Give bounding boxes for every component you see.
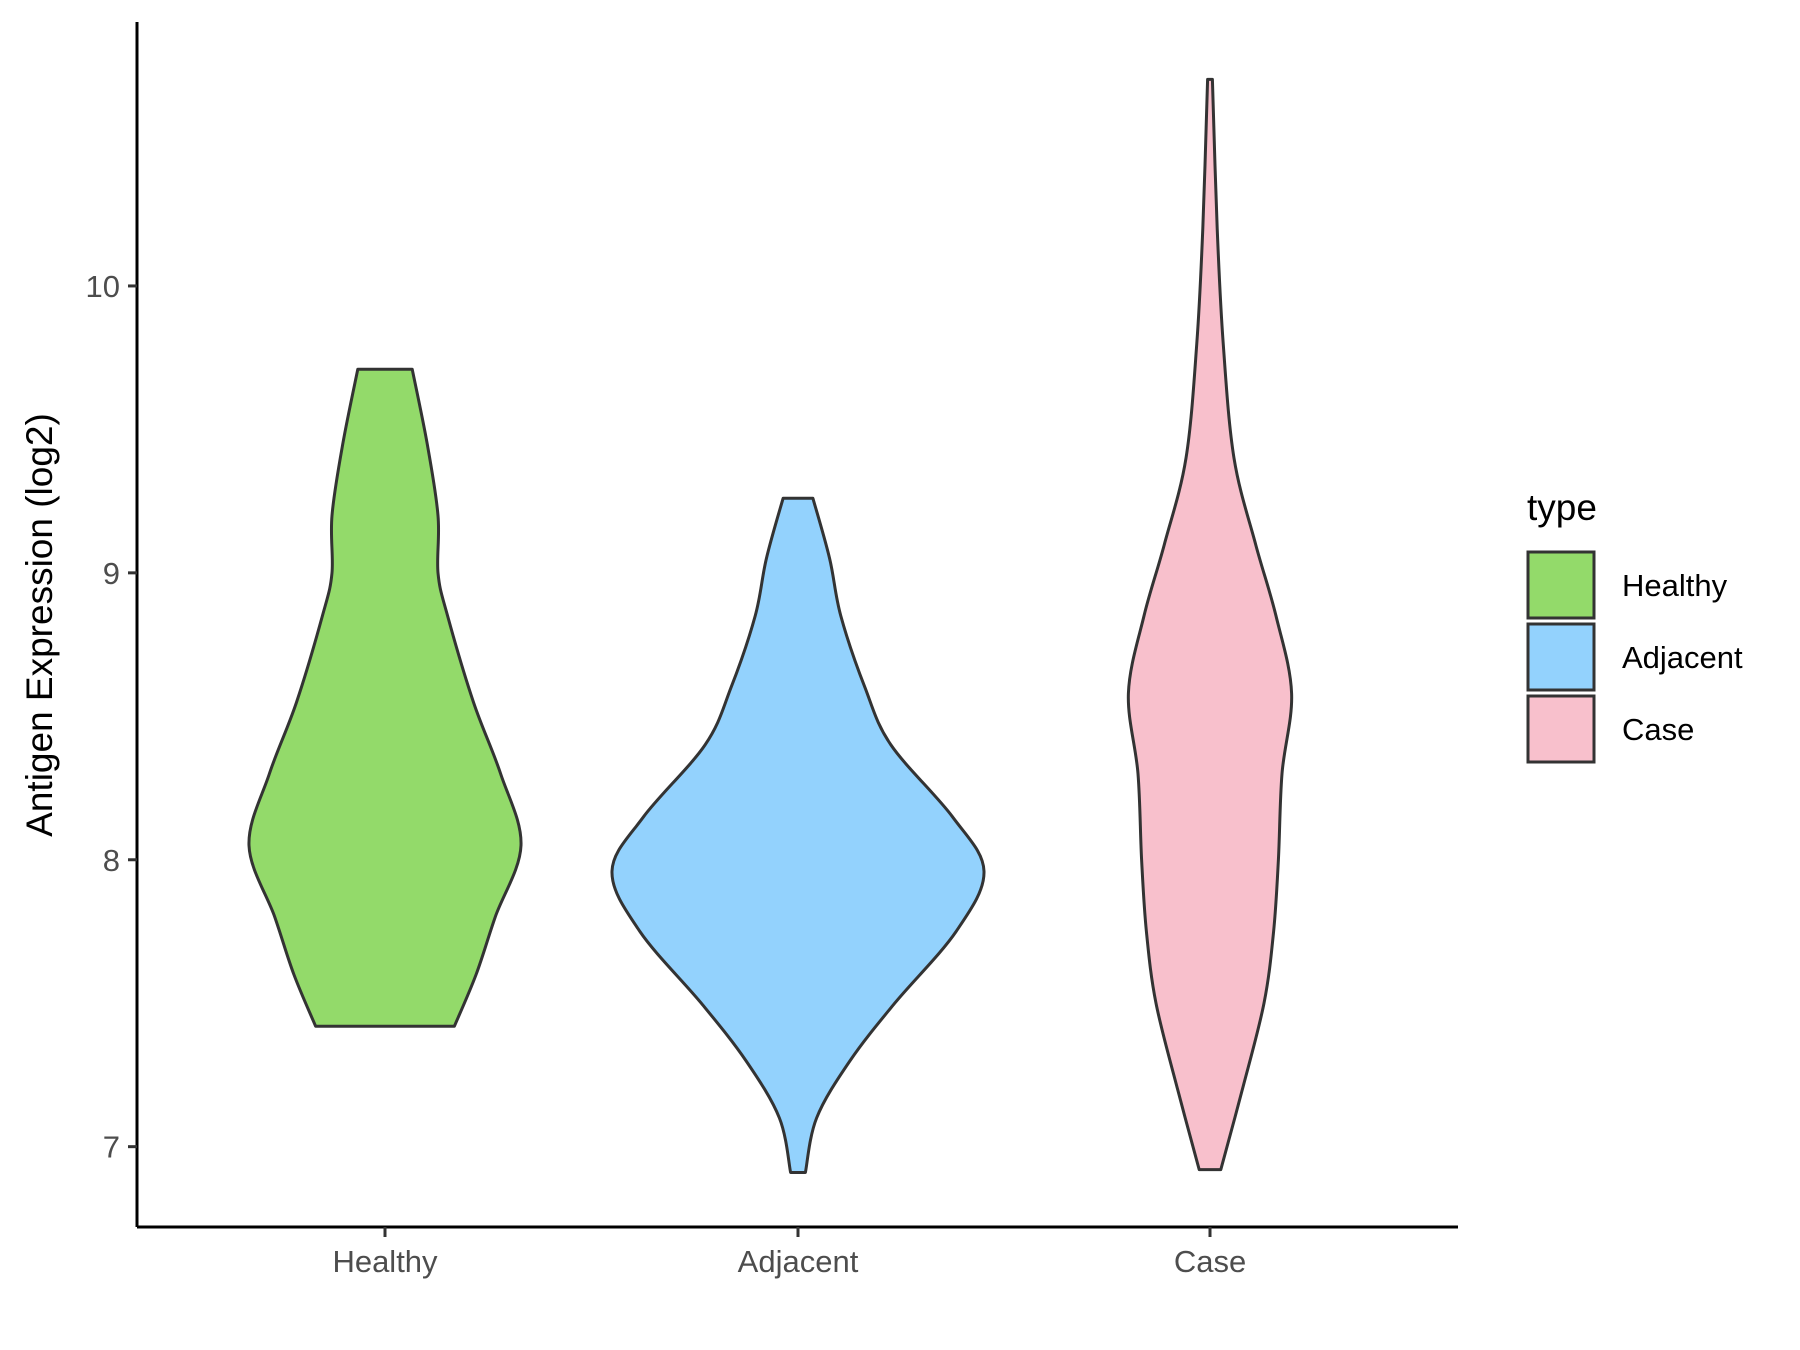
legend-key-case xyxy=(1526,694,1596,764)
x-tick-label: Case xyxy=(1174,1244,1246,1279)
violin-adjacent xyxy=(610,496,986,1174)
legend: type Healthy Adjacent Case xyxy=(1526,487,1743,764)
legend-title: type xyxy=(1527,487,1597,528)
y-tick-label: 9 xyxy=(103,556,120,591)
legend-label-adjacent: Adjacent xyxy=(1622,640,1743,675)
violin-healthy xyxy=(247,367,523,1028)
x-ticks: Healthy Adjacent Case xyxy=(332,1227,1246,1279)
x-tick-label: Adjacent xyxy=(738,1244,859,1279)
legend-label-case: Case xyxy=(1622,712,1694,747)
y-tick-label: 8 xyxy=(103,843,120,878)
legend-key-adjacent xyxy=(1526,622,1596,692)
violins xyxy=(247,77,1294,1174)
violin-case xyxy=(1126,77,1294,1172)
y-tick-label: 10 xyxy=(86,269,120,304)
legend-key-healthy xyxy=(1526,550,1596,620)
y-axis-title: Antigen Expression (log2) xyxy=(19,413,60,837)
legend-label-healthy: Healthy xyxy=(1622,568,1728,603)
y-ticks: 7 8 9 10 xyxy=(86,269,137,1165)
x-tick-label: Healthy xyxy=(332,1244,438,1279)
y-tick-label: 7 xyxy=(103,1130,120,1165)
